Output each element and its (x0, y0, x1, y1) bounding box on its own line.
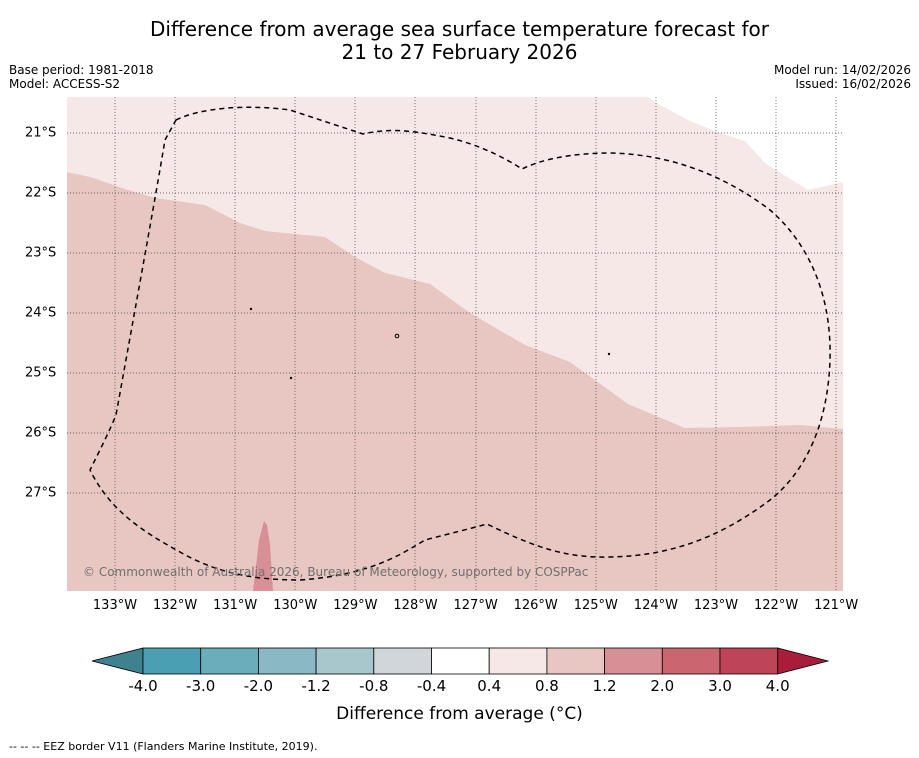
colorbar-tick-label: 2.0 (650, 677, 675, 695)
colorbar-label-text: Difference from average ( (336, 704, 556, 724)
meta-left: Base period: 1981-2018 Model: ACCESS-S2 (9, 63, 154, 91)
latitude-label: 24°S (25, 305, 57, 321)
island (289, 376, 293, 380)
islands (249, 307, 611, 380)
longitude-label: 131°W (213, 598, 258, 613)
longitude-label: 129°W (333, 598, 378, 613)
colorbar-segment (315, 647, 375, 675)
colorbar-tick-label: -1.2 (301, 677, 331, 695)
colorbar-segment (546, 647, 606, 675)
colorbar (91, 647, 830, 675)
colorbar-tick-label: -3.0 (186, 677, 216, 695)
gridlines (67, 97, 843, 591)
colorbar-tick-label: 0.8 (534, 677, 559, 695)
copyright-notice: © Commonwealth of Australia 2026, Bureau… (83, 565, 589, 579)
latitude-label: 21°S (25, 125, 57, 141)
longitude-label: 130°W (273, 598, 318, 613)
issued-date: Issued: 16/02/2026 (795, 77, 911, 91)
title-line-1: Difference from average sea surface temp… (149, 17, 769, 41)
base-period: Base period: 1981-2018 (9, 63, 154, 77)
colorbar-extend-high (777, 647, 830, 675)
colorbar-segment (719, 647, 779, 675)
colorbar-tick-label: 4.0 (765, 677, 790, 695)
colorbar-segment (431, 647, 490, 675)
colorbar-segment (200, 647, 259, 675)
meta-right: Model run: 14/02/2026 Issued: 16/02/2026 (774, 63, 911, 91)
anomaly-band-0.8-1.2 (67, 172, 843, 591)
latitude-label: 26°S (25, 425, 57, 441)
longitude-label: 133°W (92, 598, 138, 613)
longitude-label: 132°W (153, 598, 198, 613)
longitude-label: 125°W (573, 598, 618, 613)
longitude-label: 126°W (513, 598, 558, 613)
anomaly-band-neutral (648, 97, 843, 190)
latitude-label: 22°S (25, 185, 57, 201)
colorbar-label-unit: °C) (555, 704, 583, 724)
anomaly-band-1.2-2.0 (253, 521, 273, 591)
longitude-label: 124°W (633, 598, 678, 613)
colorbar-tick-label: -4.0 (128, 677, 158, 695)
latitude-label: 25°S (25, 365, 57, 381)
colorbar-tick-label: -2.0 (243, 677, 274, 695)
longitude-label: 127°W (453, 598, 498, 613)
longitude-label: 122°W (754, 598, 799, 613)
longitude-label: 128°W (393, 598, 438, 613)
colorbar-segment (604, 647, 663, 675)
footer-note: -- -- -- EEZ border V11 (Flanders Marine… (9, 740, 318, 753)
latitude-label: 23°S (25, 245, 57, 261)
colorbar-segment (488, 647, 548, 675)
colorbar-segment (142, 647, 202, 675)
model-name: Model: ACCESS-S2 (9, 77, 121, 91)
colorbar-segment (257, 647, 317, 675)
colorbar-tick-label: -0.8 (359, 677, 389, 695)
colorbar-segment (661, 647, 721, 675)
colorbar-tick-label: 0.4 (477, 677, 502, 695)
longitude-label: 123°W (693, 598, 739, 613)
longitude-label: 121°W (814, 598, 859, 613)
title-line-2: 21 to 27 February 2026 (341, 40, 578, 64)
colorbar-extend-low (91, 647, 144, 675)
model-run: Model run: 14/02/2026 (773, 63, 911, 77)
colorbar-tick-label: 1.2 (592, 677, 617, 695)
island (607, 352, 611, 356)
colorbar-tick-label: 3.0 (708, 677, 732, 695)
island (249, 307, 253, 311)
island (394, 333, 400, 339)
colorbar-label: Difference from average (°C) (0, 704, 919, 724)
latitude-label: 27°S (25, 485, 57, 501)
colorbar-tick-label: -0.4 (416, 677, 447, 695)
map-title: Difference from average sea surface temp… (0, 18, 919, 64)
colorbar-segment (373, 647, 432, 675)
